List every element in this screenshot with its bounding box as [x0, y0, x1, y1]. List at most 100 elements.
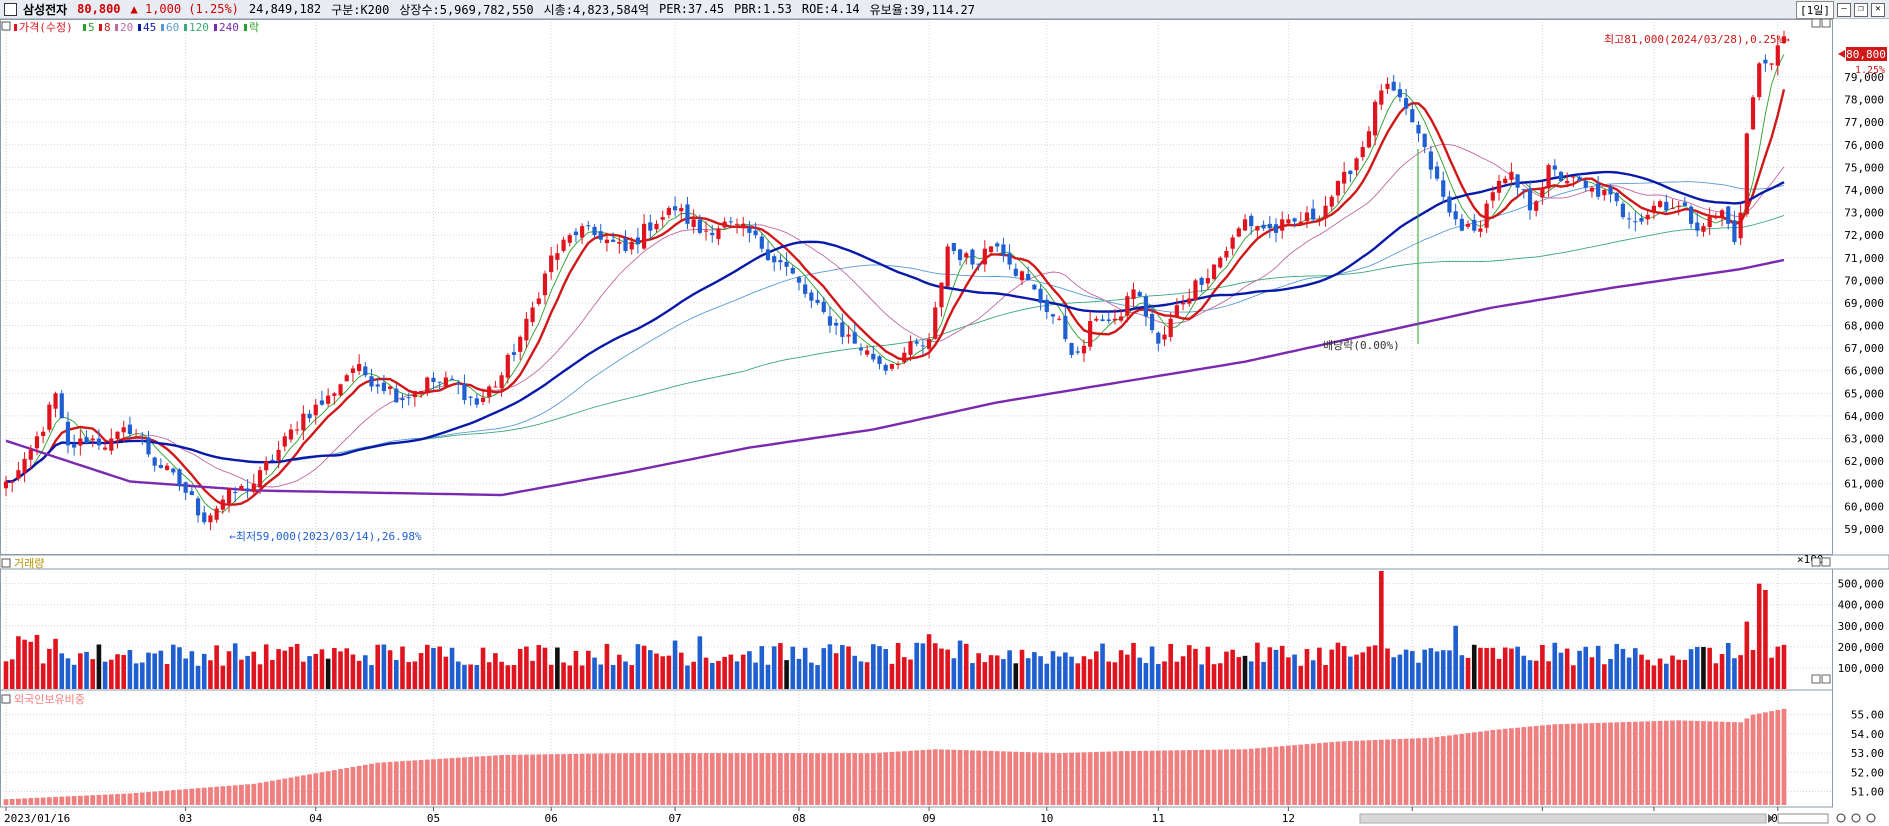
candle-body [90, 438, 95, 441]
candle-body [462, 383, 467, 401]
price-panel-checkbox[interactable] [1, 21, 11, 31]
foreign-bar [839, 753, 845, 805]
foreign-panel-checkbox[interactable] [1, 694, 11, 704]
candle-body [34, 436, 40, 449]
foreign-bar [697, 753, 703, 805]
volume-bar [1694, 646, 1700, 689]
foreign-bar [164, 790, 170, 805]
foreign-bar [1521, 727, 1527, 805]
volume-bar [1180, 656, 1186, 689]
panel-checkbox[interactable] [4, 2, 17, 16]
candle-body [920, 345, 925, 347]
volume-bar [1626, 657, 1632, 689]
foreign-bar [77, 795, 83, 805]
foreign-bar [1583, 723, 1589, 805]
foreign-bar [431, 759, 436, 805]
foreign-panel-frame [0, 689, 1833, 808]
foreign-bar [963, 750, 969, 805]
volume-bar [1217, 663, 1223, 689]
candle-body [1236, 228, 1241, 237]
volume-bar [728, 654, 734, 689]
volume-bar [301, 661, 306, 689]
candle-body [1391, 81, 1396, 91]
price-panel-max-icon[interactable] [1811, 19, 1821, 28]
ma-line-45 [6, 170, 1785, 483]
foreign-bar [1242, 749, 1248, 805]
candle-body [617, 241, 622, 244]
zoom-reset-icon[interactable] [1866, 813, 1876, 823]
volume-bar [517, 648, 523, 689]
candle-body [158, 465, 163, 468]
foreign-bar [288, 777, 294, 805]
foreign-bar [208, 787, 213, 805]
foreign-panel-close-icon[interactable] [1821, 674, 1831, 684]
zoom-slider[interactable] [1777, 813, 1829, 824]
foreign-bar [1769, 711, 1775, 805]
foreign-bar [592, 753, 597, 805]
foreign-bar [65, 796, 71, 805]
foreign-bar [239, 784, 244, 805]
horizontal-scrollbar-thumb[interactable] [1359, 813, 1767, 824]
volume-panel-close-icon[interactable] [1821, 557, 1831, 567]
candle-body [1664, 201, 1669, 211]
price-panel-close-icon[interactable] [1821, 19, 1831, 28]
volume-bar [530, 660, 535, 689]
foreign-bar [994, 751, 1000, 805]
candle-body [1744, 133, 1749, 215]
volume-bar [970, 663, 975, 689]
restore-icon[interactable]: ❐ [1854, 3, 1868, 17]
close-icon[interactable]: ✕ [1871, 3, 1885, 17]
foreign-bar [1775, 710, 1781, 805]
foreign-bar [443, 758, 449, 805]
volume-bar [1434, 651, 1440, 689]
candle-body [1255, 226, 1260, 231]
volume-bar [257, 664, 263, 689]
candle-body [939, 282, 944, 308]
candle-body [326, 395, 331, 404]
volume-bar [734, 661, 740, 689]
price-tick-label: 79,000 [1844, 71, 1884, 84]
volume-bar [313, 653, 319, 689]
foreign-bar [573, 753, 579, 805]
foreign-tick-label: 53.00 [1851, 747, 1884, 760]
foreign-bar [1168, 750, 1174, 805]
foreign-bar [393, 761, 399, 805]
candle-body [295, 429, 300, 431]
foreign-bar [418, 760, 424, 805]
candle-body [957, 249, 963, 261]
foreign-bar [1409, 738, 1415, 805]
volume-bar [536, 645, 542, 689]
foreign-panel-max-icon[interactable] [1811, 674, 1821, 684]
foreign-bar [102, 794, 108, 805]
volume-bar [1286, 657, 1291, 689]
price-tick-label: 66,000 [1844, 365, 1884, 378]
candle-body [425, 377, 430, 393]
candle-body [257, 470, 263, 488]
foreign-bar [474, 756, 480, 805]
candle-body [734, 223, 740, 225]
volume-bar [381, 644, 387, 689]
x-tick-label: 12 [1282, 812, 1295, 825]
volume-bar [1193, 648, 1198, 689]
panel-controls [1811, 19, 1831, 684]
foreign-bar [1162, 750, 1167, 805]
zoom-out-icon[interactable] [1851, 813, 1861, 823]
period-selector[interactable]: [1일] [1796, 1, 1834, 19]
volume-bar [926, 634, 932, 689]
minimize-icon[interactable]: – [1837, 3, 1851, 17]
volume-panel-max-icon[interactable] [1811, 557, 1821, 567]
foreign-bar [269, 780, 275, 805]
foreign-bar [90, 795, 96, 805]
candle-body [1775, 45, 1780, 66]
foreign-bar [1663, 720, 1669, 805]
volume-bar [573, 650, 579, 689]
foreign-bar [1391, 739, 1397, 805]
volume-bar [1273, 649, 1279, 689]
zoom-in-icon[interactable] [1836, 813, 1846, 823]
candle-body [908, 341, 913, 355]
volume-panel-checkbox[interactable] [1, 558, 11, 568]
candle-body [28, 449, 33, 460]
scroll-right-icon[interactable] [1768, 814, 1774, 823]
stock-chart[interactable]: 가격(수정) 5 8 20 45 60 120 240 락 거래량 ×100 외국인보유비중 5… [0, 19, 1889, 826]
foreign-bar [115, 794, 120, 805]
